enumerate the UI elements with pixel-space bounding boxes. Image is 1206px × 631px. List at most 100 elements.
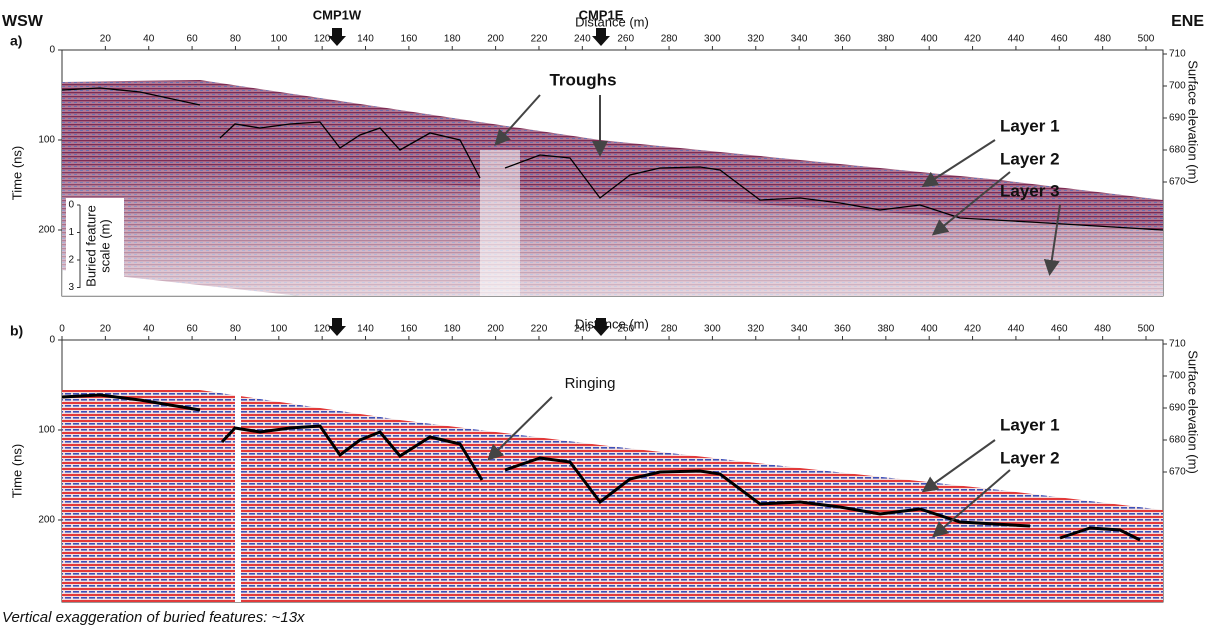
x-tick-label: 360	[834, 324, 851, 335]
annotation-arrow	[931, 469, 1011, 538]
x-tick-label: 200	[487, 324, 504, 335]
x-tick-label: 60	[187, 34, 199, 45]
y2-tick-label: 680	[1169, 435, 1186, 446]
x-tick-label: 100	[270, 34, 287, 45]
x-tick-label: 260	[617, 324, 634, 335]
panel-label: a)	[10, 33, 22, 49]
y-tick-label: 0	[49, 45, 55, 56]
x-tick-label: 300	[704, 34, 721, 45]
x-tick-label: 280	[661, 324, 678, 335]
annotation: Layer 2	[1000, 448, 1060, 467]
x-tick-label: 400	[921, 324, 938, 335]
y2-tick-label: 710	[1169, 49, 1186, 60]
scale-tick-label: 1	[68, 227, 74, 238]
scale-label: Buried feature	[83, 205, 98, 287]
x-tick-label: 260	[617, 34, 634, 45]
horizon	[504, 154, 1164, 231]
x-tick-label: 200	[487, 34, 504, 45]
x-tick-label: 380	[877, 34, 894, 45]
x-tick-label: 240	[574, 34, 591, 45]
radargram-gap	[480, 150, 520, 296]
caption: Vertical exaggeration of buried features…	[2, 609, 305, 626]
y-tick-label: 100	[38, 135, 55, 146]
x-tick-label: 400	[921, 34, 938, 45]
cmp-arrow	[592, 28, 610, 46]
annotation-arrow	[1043, 204, 1061, 276]
y2-tick-label: 700	[1169, 371, 1186, 382]
cmp-arrow	[328, 318, 346, 336]
x-tick-label: 500	[1138, 324, 1155, 335]
radargram-fade	[62, 160, 1163, 296]
y-axis-label: Time (ns)	[9, 146, 24, 200]
x-tick-label: 160	[401, 324, 418, 335]
x-tick-label: 60	[187, 324, 199, 335]
scale-box	[66, 198, 124, 294]
x-tick-label: 220	[531, 34, 548, 45]
y2-tick-label: 670	[1169, 177, 1186, 188]
x-tick-label: 440	[1008, 324, 1025, 335]
x-tick-label: 180	[444, 34, 461, 45]
annotation: Layer 3	[1000, 181, 1060, 200]
x-tick-label: 420	[964, 324, 981, 335]
scale-tick-label: 2	[68, 255, 74, 266]
x-tick-label: 180	[444, 324, 461, 335]
x-tick-label: 300	[704, 324, 721, 335]
y2-axis-label: Surface elevation (m)	[1186, 350, 1201, 474]
y2-tick-label: 680	[1169, 145, 1186, 156]
horizon	[61, 87, 201, 106]
annotation: Ringing	[565, 375, 616, 392]
annotation-arrow	[921, 439, 996, 493]
y-tick-label: 200	[38, 515, 55, 526]
x-tick-label: 80	[230, 324, 242, 335]
x-tick-label: 340	[791, 324, 808, 335]
x-tick-label: 320	[747, 324, 764, 335]
x-tick-label: 480	[1094, 34, 1111, 45]
y-axis-label: Time (ns)	[9, 444, 24, 498]
x-tick-label: 40	[143, 324, 155, 335]
horizon	[1059, 526, 1141, 542]
annotation-arrow	[494, 94, 541, 146]
y-tick-label: 200	[38, 225, 55, 236]
x-tick-label: 80	[230, 34, 242, 45]
x-tick-label: 140	[357, 34, 374, 45]
x-tick-label: 500	[1138, 34, 1155, 45]
horizon	[504, 456, 1031, 528]
y-tick-label: 0	[49, 335, 55, 346]
scale-tick-label: 3	[68, 282, 74, 293]
scale-label: scale (m)	[97, 219, 112, 272]
x-tick-label: 340	[791, 34, 808, 45]
horizon	[219, 121, 481, 179]
x-tick-label: 160	[401, 34, 418, 45]
y2-tick-label: 710	[1169, 339, 1186, 350]
x-tick-label: 120	[314, 324, 331, 335]
cmp-arrow	[328, 28, 346, 46]
x-tick-label: 100	[270, 324, 287, 335]
x-tick-label: 460	[1051, 324, 1068, 335]
annotation: Layer 2	[1000, 149, 1060, 168]
x-tick-label: 380	[877, 324, 894, 335]
scale-tick-label: 0	[68, 200, 74, 211]
x-tick-label: 360	[834, 34, 851, 45]
y2-tick-label: 690	[1169, 113, 1186, 124]
x-tick-label: 40	[143, 34, 155, 45]
direction-left: WSW	[2, 13, 44, 30]
horizon	[61, 393, 201, 412]
y2-axis-label: Surface elevation (m)	[1186, 60, 1201, 184]
y2-tick-label: 700	[1169, 81, 1186, 92]
cmp-label: CMP1E	[579, 7, 624, 22]
y2-tick-label: 670	[1169, 467, 1186, 478]
annotation: Troughs	[549, 70, 616, 89]
x-tick-label: 280	[661, 34, 678, 45]
x-tick-label: 120	[314, 34, 331, 45]
y-tick-label: 100	[38, 425, 55, 436]
x-axis-label: Distance (m)	[575, 14, 649, 29]
annotation-arrow	[931, 171, 1011, 236]
x-tick-label: 20	[100, 34, 112, 45]
horizon	[220, 424, 484, 481]
radargram	[62, 390, 1163, 602]
cmp-arrow	[592, 318, 610, 336]
x-tick-label: 420	[964, 34, 981, 45]
annotation: Layer 1	[1000, 116, 1060, 135]
